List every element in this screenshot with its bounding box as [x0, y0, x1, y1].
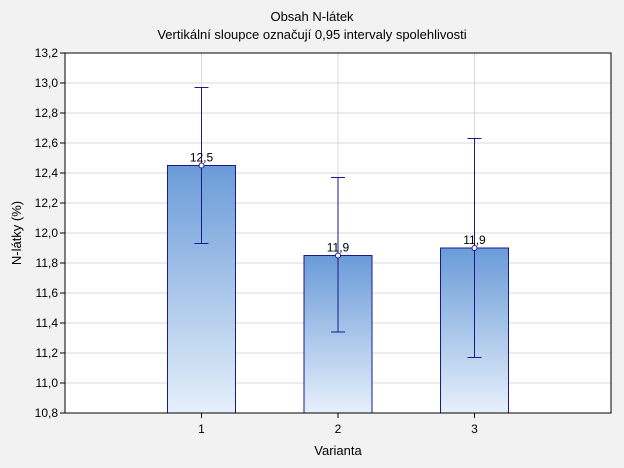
y-tick-label: 10,8: [35, 406, 59, 420]
y-tick-label: 11,4: [36, 316, 59, 330]
mean-marker: [198, 162, 205, 169]
chart-title: Obsah N-látek: [270, 9, 354, 24]
bars-layer: [167, 165, 509, 414]
x-axis-label: Varianta: [314, 443, 362, 458]
x-tick-label: 2: [335, 422, 342, 436]
y-tick-label: 12,6: [35, 136, 59, 150]
y-tick-label: 12,4: [35, 166, 59, 180]
y-axis-label: N-látky (%): [9, 201, 24, 265]
y-tick-label: 12,0: [35, 226, 59, 240]
bar-data-label: 11,9: [463, 233, 486, 247]
x-tick-label: 1: [198, 422, 205, 436]
bar-data-label: 12,5: [190, 151, 214, 165]
y-tick-label: 11,0: [36, 376, 59, 390]
chart-subtitle: Vertikální sloupce označují 0,95 interva…: [157, 27, 466, 42]
mean-marker: [471, 245, 478, 251]
x-tick-label: 3: [471, 422, 478, 436]
grid-lines: [65, 53, 611, 413]
error-bars-layer: [194, 87, 482, 358]
y-tick-label: 13,0: [35, 76, 59, 90]
y-tick-label: 11,6: [36, 286, 59, 300]
bar-data-label: 11,9: [327, 241, 350, 255]
y-tick-label: 12,8: [35, 106, 59, 120]
y-axis: 10,8 11,0 11,2 11,4 11,6 11,8 12,0 12,2 12,4 12,6…: [35, 46, 65, 420]
x-axis: 1 2 3: [64, 52, 612, 436]
y-tick-label: 12,2: [35, 196, 59, 210]
y-tick-label: 11,2: [36, 346, 59, 360]
data-labels-layer: 12,5 11,9 11,9: [190, 151, 486, 255]
mean-marker: [335, 252, 341, 259]
y-tick-label: 13,2: [35, 46, 59, 60]
y-tick-label: 11,8: [36, 256, 59, 270]
plot-frame: [64, 52, 612, 414]
